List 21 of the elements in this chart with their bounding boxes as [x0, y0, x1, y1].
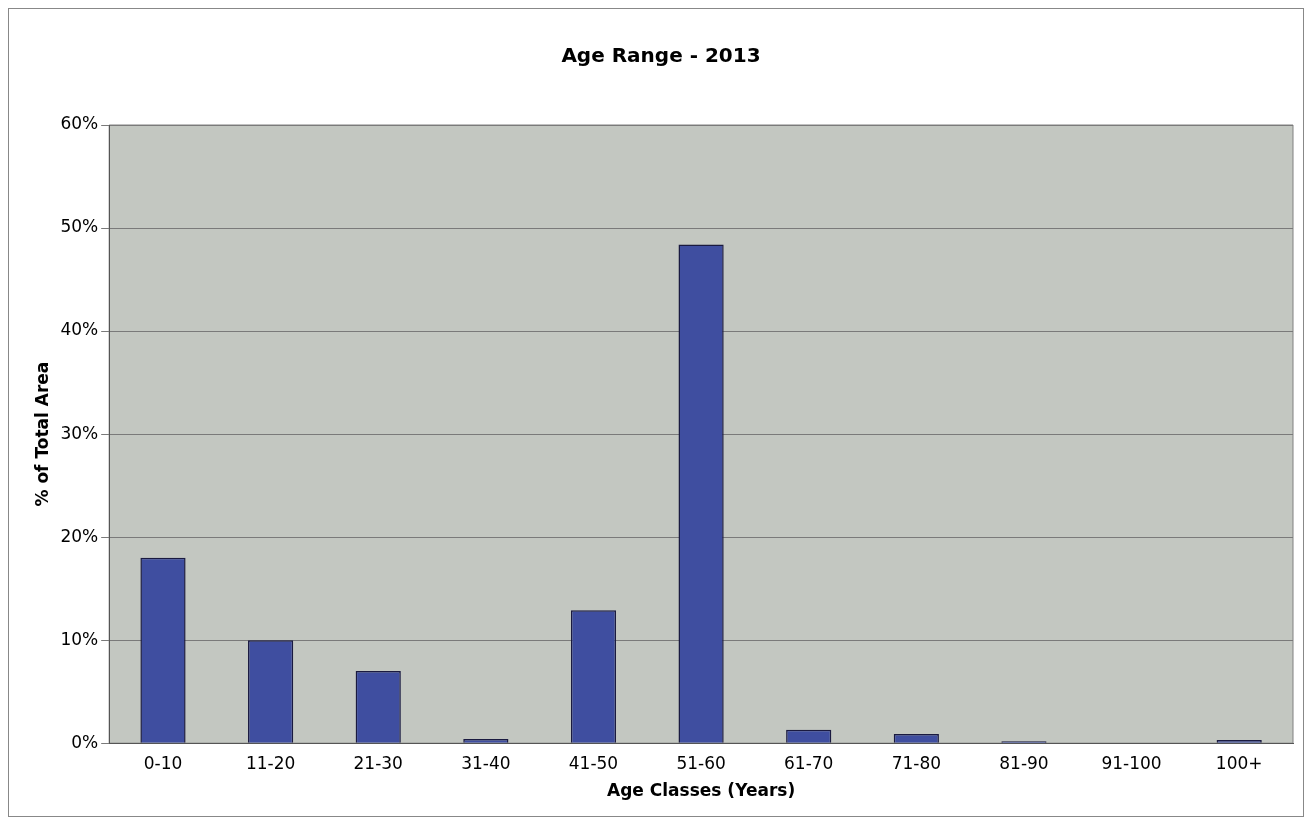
x-tick-label: 0-10: [143, 752, 183, 773]
x-tick-label: 21-30: [353, 752, 403, 773]
x-axis-title: Age Classes (Years): [607, 780, 796, 801]
x-tick-label: 91-100: [1101, 752, 1162, 773]
y-tick-label: 10%: [60, 628, 99, 649]
y-tick-label: 60%: [60, 113, 99, 134]
x-tick-label: 41-50: [568, 752, 619, 773]
y-tick-label: 50%: [60, 216, 99, 237]
y-tick-label: 40%: [60, 319, 99, 340]
x-tick-label: 71-80: [891, 752, 942, 773]
y-tick-label: 20%: [60, 525, 99, 546]
x-tick-label: 51-60: [676, 752, 726, 773]
x-tick-label: 31-40: [461, 752, 511, 773]
x-tick-label: 100+: [1215, 752, 1263, 773]
y-tick-label: 30%: [60, 422, 99, 443]
y-tick-label: 0%: [71, 731, 99, 752]
y-axis-title: % of Total Area: [31, 361, 52, 507]
chart-title: Age Range - 2013: [561, 43, 761, 68]
x-tick-label: 11-20: [245, 752, 296, 773]
x-tick-label: 81-90: [999, 752, 1049, 773]
x-tick-label: 61-70: [784, 752, 834, 773]
